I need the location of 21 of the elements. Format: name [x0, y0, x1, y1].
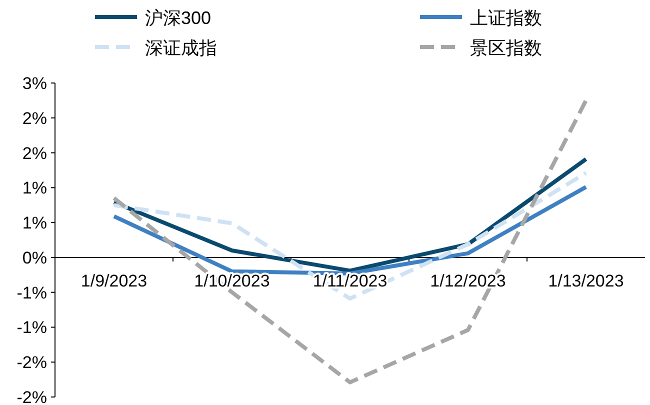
y-tick-label: 2% — [22, 108, 47, 128]
y-tick-label: 0% — [22, 248, 47, 268]
legend-label: 沪深300 — [145, 8, 212, 28]
y-tick-label: -2% — [16, 388, 47, 405]
line-series — [112, 185, 588, 276]
y-tick-label: -1% — [16, 283, 47, 302]
y-tick-label: 2% — [22, 144, 47, 163]
x-tick-label: 1/13/2023 — [548, 271, 624, 290]
y-tick-label: 1% — [22, 178, 47, 198]
x-tick-label: 1/11/2023 — [312, 271, 388, 290]
y-tick-label: -2% — [16, 353, 47, 372]
x-tick-label: 1/9/2023 — [80, 271, 148, 290]
legend-label: 深证成指 — [145, 38, 217, 58]
legend-label: 景区指数 — [470, 38, 542, 58]
x-tick-label: 1/12/2023 — [430, 271, 506, 290]
y-tick-label: 1% — [22, 214, 47, 233]
line-series — [112, 157, 588, 273]
x-tick-label: 1/10/2023 — [194, 271, 270, 290]
legend-label: 上证指数 — [470, 8, 542, 28]
y-tick-label: -1% — [16, 318, 47, 338]
y-tick-label: 3% — [22, 74, 47, 93]
